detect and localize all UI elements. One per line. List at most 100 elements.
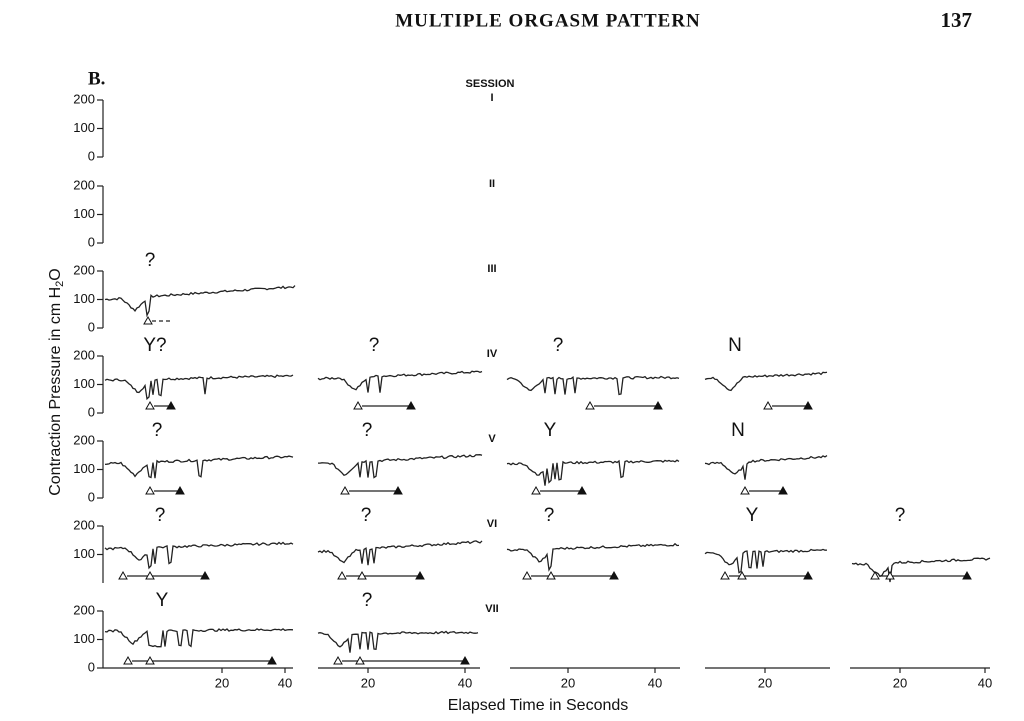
y-tick-label: 200 <box>73 177 95 192</box>
annotation: ? <box>361 505 372 526</box>
pressure-trace <box>104 285 296 318</box>
marker-filled <box>653 400 663 410</box>
x-tick-label: 20 <box>215 675 229 690</box>
x-tick-label: 40 <box>978 675 992 690</box>
marker-open <box>585 400 595 410</box>
marker-filled <box>166 400 176 410</box>
y-tick-label: 200 <box>73 262 95 277</box>
annotation: Y <box>156 590 169 611</box>
annotation: ? <box>544 505 555 526</box>
y-tick-label: 100 <box>73 206 95 221</box>
y-label-text: Contraction Pressure in cm H <box>47 287 64 496</box>
marker-filled <box>778 485 788 495</box>
pressure-trace <box>317 540 483 566</box>
marker-open <box>123 655 133 665</box>
x-tick-label: 20 <box>561 675 575 690</box>
marker-filled <box>200 570 210 580</box>
x-tick-label: 40 <box>648 675 662 690</box>
marker-filled <box>415 570 425 580</box>
marker-open <box>870 570 880 580</box>
annotation: ? <box>553 335 564 356</box>
annotation: ? <box>145 250 156 271</box>
x-axis-label: Elapsed Time in Seconds <box>448 697 629 714</box>
annotation: N <box>728 335 742 356</box>
pressure-trace <box>104 374 294 401</box>
y-tick-label: 100 <box>73 120 95 135</box>
marker-open <box>885 570 895 580</box>
running-title: MULTIPLE ORGASM PATTERN <box>395 10 701 31</box>
pressure-trace <box>704 455 828 480</box>
marker-open <box>737 570 747 580</box>
marker-open <box>546 570 556 580</box>
marker-open <box>145 400 155 410</box>
y-tick-label: 200 <box>73 517 95 532</box>
marker-open <box>337 570 347 580</box>
annotation: ? <box>362 590 373 611</box>
marker-open <box>118 570 128 580</box>
marker-open <box>143 315 153 325</box>
annotation: N <box>731 420 745 441</box>
x-tick-label: 40 <box>458 675 472 690</box>
y-tick-label: 100 <box>73 546 95 561</box>
pressure-trace <box>704 371 828 392</box>
marker-open <box>720 570 730 580</box>
session-numeral: IV <box>487 348 498 360</box>
pressure-trace <box>704 548 828 574</box>
y-tick-label: 0 <box>88 148 95 163</box>
x-tick-label: 40 <box>278 675 292 690</box>
pressure-trace <box>317 630 479 653</box>
y-label-suffix: O <box>47 268 64 280</box>
y-tick-label: 100 <box>73 631 95 646</box>
marker-open <box>531 485 541 495</box>
annotation: ? <box>155 505 166 526</box>
pressure-trace <box>506 542 680 572</box>
session-numeral: VI <box>487 518 497 530</box>
annotation: Y <box>544 420 557 441</box>
marker-filled <box>406 400 416 410</box>
panel-label: B. <box>88 68 105 89</box>
pressure-trace <box>317 370 483 393</box>
marker-open <box>357 570 367 580</box>
y-tick-label: 200 <box>73 347 95 362</box>
marker-filled <box>962 570 972 580</box>
y-label-sub: 2 <box>54 281 66 287</box>
annotation: ? <box>369 335 380 356</box>
y-tick-label: 0 <box>88 319 95 334</box>
marker-open <box>145 485 155 495</box>
marker-filled <box>577 485 587 495</box>
marker-filled <box>267 655 277 665</box>
annotation: ? <box>362 420 373 441</box>
y-tick-label: 0 <box>88 234 95 249</box>
session-numeral: V <box>488 433 496 445</box>
y-tick-label: 0 <box>88 489 95 504</box>
y-tick-label: 100 <box>73 291 95 306</box>
session-numeral: I <box>490 92 493 104</box>
pressure-trace <box>104 455 294 479</box>
y-tick-label: 0 <box>88 659 95 674</box>
session-numeral: II <box>489 178 495 190</box>
marker-filled <box>460 655 470 665</box>
marker-filled <box>609 570 619 580</box>
marker-filled <box>803 570 813 580</box>
annotation: ? <box>895 505 906 526</box>
marker-open <box>333 655 343 665</box>
y-tick-label: 200 <box>73 602 95 617</box>
pressure-trace <box>104 628 294 648</box>
annotation: ? <box>152 420 163 441</box>
marker-open <box>353 400 363 410</box>
pressure-trace <box>104 541 294 570</box>
x-tick-label: 20 <box>361 675 375 690</box>
marker-filled <box>803 400 813 410</box>
session-numeral: III <box>487 263 496 275</box>
pressure-trace <box>318 454 483 479</box>
x-tick-label: 20 <box>893 675 907 690</box>
y-tick-label: 0 <box>88 404 95 419</box>
y-tick-label: 200 <box>73 432 95 447</box>
session-label: SESSION <box>466 78 515 90</box>
session-numeral: VII <box>485 603 498 615</box>
marker-open <box>763 400 773 410</box>
marker-open <box>145 655 155 665</box>
marker-open <box>340 485 350 495</box>
